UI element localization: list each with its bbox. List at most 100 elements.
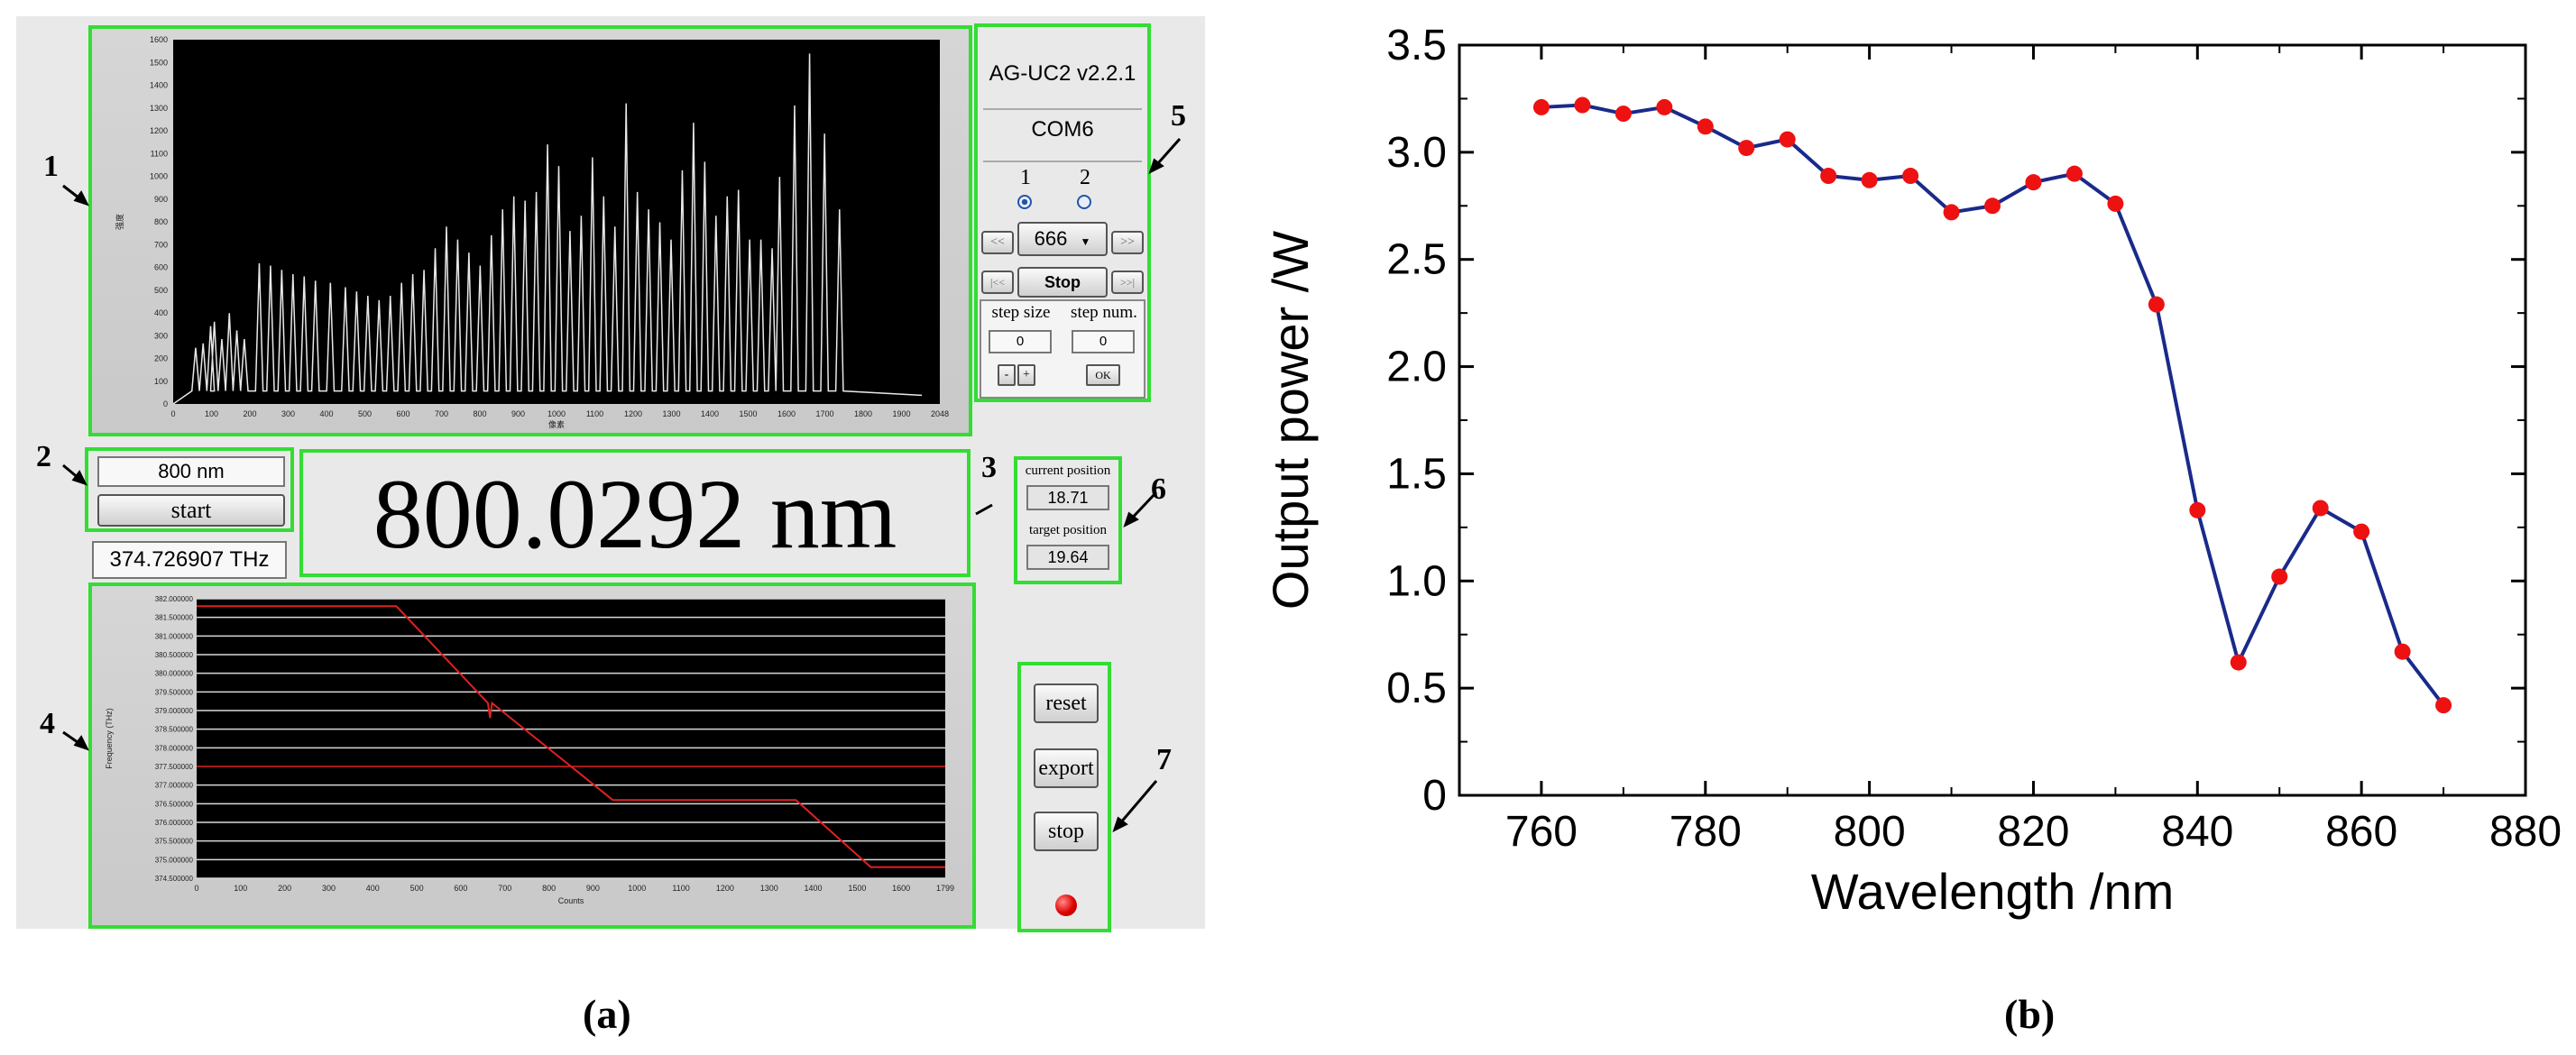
position-panel: current position 18.71 target position 1…	[1014, 456, 1122, 584]
y-tick-label: 374.500000	[155, 875, 194, 883]
y-tick-label: 2.0	[1386, 344, 1447, 391]
step-decrease-button[interactable]: -	[998, 364, 1016, 386]
wavelength-display: 800.0292 nm	[373, 459, 897, 569]
callout-arrows	[62, 138, 1182, 832]
chevron-down-icon: ▼	[1080, 235, 1091, 248]
y-tick-label: 100	[154, 377, 168, 386]
y-tick-label: 380.500000	[155, 651, 194, 659]
data-point	[2025, 174, 2042, 191]
x-axis-label: Wavelength /nm	[1811, 863, 2175, 920]
x-tick-label: 1700	[815, 409, 833, 418]
x-tick-label: 2048	[931, 409, 949, 418]
x-tick-label: 1800	[854, 409, 872, 418]
first-button[interactable]: |<<	[981, 271, 1014, 294]
export-button[interactable]: export	[1034, 748, 1099, 788]
y-tick-label: 375.000000	[155, 856, 194, 864]
step-num-input[interactable]: 0	[1072, 330, 1135, 353]
start-button[interactable]: start	[97, 494, 285, 527]
x-tick-label: 500	[410, 884, 424, 893]
frequency-plot-area	[197, 599, 945, 878]
y-tick-label: 1200	[150, 126, 168, 135]
x-tick-label: 1900	[892, 409, 910, 418]
data-point	[2353, 523, 2370, 540]
x-tick-label: 760	[1505, 808, 1578, 856]
callout-7: 7	[1156, 743, 1172, 776]
x-tick-label: 200	[278, 884, 291, 893]
wavelength-entry-panel: 800 nm start	[85, 447, 294, 532]
forward-button[interactable]: >>	[1111, 231, 1144, 254]
x-tick-label: 780	[1670, 808, 1742, 856]
y-tick-label: 800	[154, 217, 168, 226]
wavelength-input[interactable]: 800 nm	[97, 456, 285, 487]
controller-model: AG-UC2 v2.2.1	[989, 61, 1136, 86]
last-button[interactable]: >>|	[1111, 271, 1144, 294]
callout-3: 3	[981, 451, 997, 484]
x-tick-label: 900	[511, 409, 525, 418]
x-tick-label: 1400	[701, 409, 719, 418]
ok-button[interactable]: OK	[1086, 364, 1120, 386]
frequency-graph: 382.000000 381.500000 381.000000 380.500000…	[105, 595, 954, 905]
y-tick-label: 377.500000	[155, 763, 194, 771]
x-tick-label: 100	[205, 409, 218, 418]
step-size-input[interactable]: 0	[989, 330, 1052, 353]
y-tick-label: 1100	[151, 149, 168, 158]
y-tick-label: 381.500000	[155, 614, 194, 622]
data-point	[1615, 106, 1632, 123]
reset-button[interactable]: reset	[1034, 683, 1099, 723]
x-tick-label: 860	[2325, 808, 2397, 856]
channel-2-radio[interactable]	[1077, 195, 1091, 209]
x-tick-label: 100	[234, 884, 247, 893]
data-point	[1574, 96, 1591, 114]
speed-select[interactable]: 666 ▼	[1017, 222, 1108, 256]
callout-4: 4	[40, 707, 55, 740]
x-tick-label: 200	[243, 409, 256, 418]
y-tick-label: 381.000000	[155, 632, 194, 640]
x-tick-label: 1100	[586, 409, 603, 418]
x-tick-label: 600	[454, 884, 467, 893]
controller-stop-button[interactable]: Stop	[1017, 267, 1108, 298]
rewind-button[interactable]: <<	[981, 231, 1014, 254]
x-tick-label: 880	[2489, 808, 2562, 856]
stop-button[interactable]: stop	[1034, 812, 1099, 851]
y-axis-label: Output power /W	[1262, 231, 1319, 610]
data-point	[1861, 171, 1878, 188]
channel-1-radio[interactable]	[1017, 195, 1032, 209]
com-port: COM6	[1031, 117, 1094, 142]
target-position-label: target position	[1029, 523, 1107, 537]
x-tick-label: 840	[2161, 808, 2233, 856]
x-tick-label: 1500	[848, 884, 866, 893]
spectrum-panel: 0 100 200 300 400 500 600 700 800 900 1000 1100 1200…	[88, 25, 972, 436]
callout-5: 5	[1171, 99, 1186, 133]
x-tick-label: 400	[366, 884, 380, 893]
action-panel: reset export stop	[1017, 662, 1111, 932]
y-tick-label: 2.5	[1386, 236, 1447, 284]
data-point	[1779, 131, 1796, 148]
y-tick-label: 700	[154, 240, 168, 249]
data-point	[1656, 98, 1673, 115]
y-tick-label: 3.5	[1386, 22, 1447, 69]
x-tick-label: 800	[542, 884, 556, 893]
data-point	[1532, 98, 1550, 115]
y-tick-label: 0.5	[1386, 665, 1447, 712]
x-tick-label: 0	[194, 884, 198, 893]
y-tick-label: 3.0	[1386, 129, 1447, 177]
current-position-label: current position	[1025, 463, 1111, 478]
y-tick-label: 376.000000	[155, 819, 194, 827]
x-tick-label: 1000	[547, 409, 566, 418]
frequency-panel: 382.000000 381.500000 381.000000 380.500000…	[88, 583, 976, 929]
y-tick-label: 200	[154, 354, 168, 363]
data-point	[2189, 501, 2206, 518]
x-tick-label: 500	[358, 409, 372, 418]
x-tick-label: 820	[1997, 808, 2069, 856]
y-tick-label: 1600	[150, 35, 168, 44]
step-num-label: step num.	[1071, 303, 1137, 322]
y-tick-label: 375.500000	[155, 838, 194, 846]
x-tick-label: 400	[319, 409, 333, 418]
x-tick-label: 1200	[624, 409, 642, 418]
spectrum-trace	[172, 53, 923, 405]
callout-1: 1	[43, 150, 59, 183]
x-tick-label: 1600	[892, 884, 910, 893]
y-tick-label: 600	[154, 263, 168, 272]
step-increase-button[interactable]: +	[1017, 364, 1035, 386]
x-tick-label: 800	[473, 409, 486, 418]
